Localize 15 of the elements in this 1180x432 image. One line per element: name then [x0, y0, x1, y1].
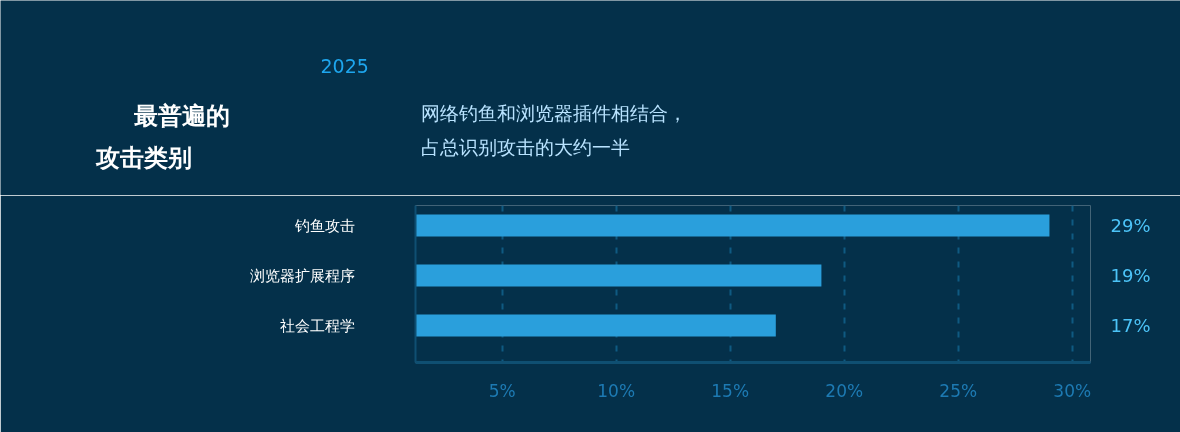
data-label: 17% — [1110, 315, 1151, 336]
chart-subtitle: 网络钓鱼和浏览器插件相结合，占总识别攻击的大约一半 — [420, 101, 687, 158]
text: 最普遍的攻击类别 — [94, 101, 230, 172]
y-tick-label: 钓鱼攻击 — [293, 216, 355, 235]
x-tick-label: 25% — [939, 380, 978, 401]
x-tick-label: 10% — [597, 380, 636, 401]
x-tick-label: 20% — [825, 380, 864, 401]
y-tick-label: 浏览器扩展程序 — [249, 266, 355, 285]
data-label: 19% — [1110, 265, 1151, 286]
y-tick-label: 社会工程学 — [279, 316, 355, 335]
x-tick-label: 30% — [1053, 380, 1092, 401]
x-tick-label: 15% — [711, 380, 750, 401]
data-label: 29% — [1110, 215, 1151, 236]
text: 2025 — [320, 54, 369, 77]
x-tick-label: 5% — [488, 380, 516, 401]
